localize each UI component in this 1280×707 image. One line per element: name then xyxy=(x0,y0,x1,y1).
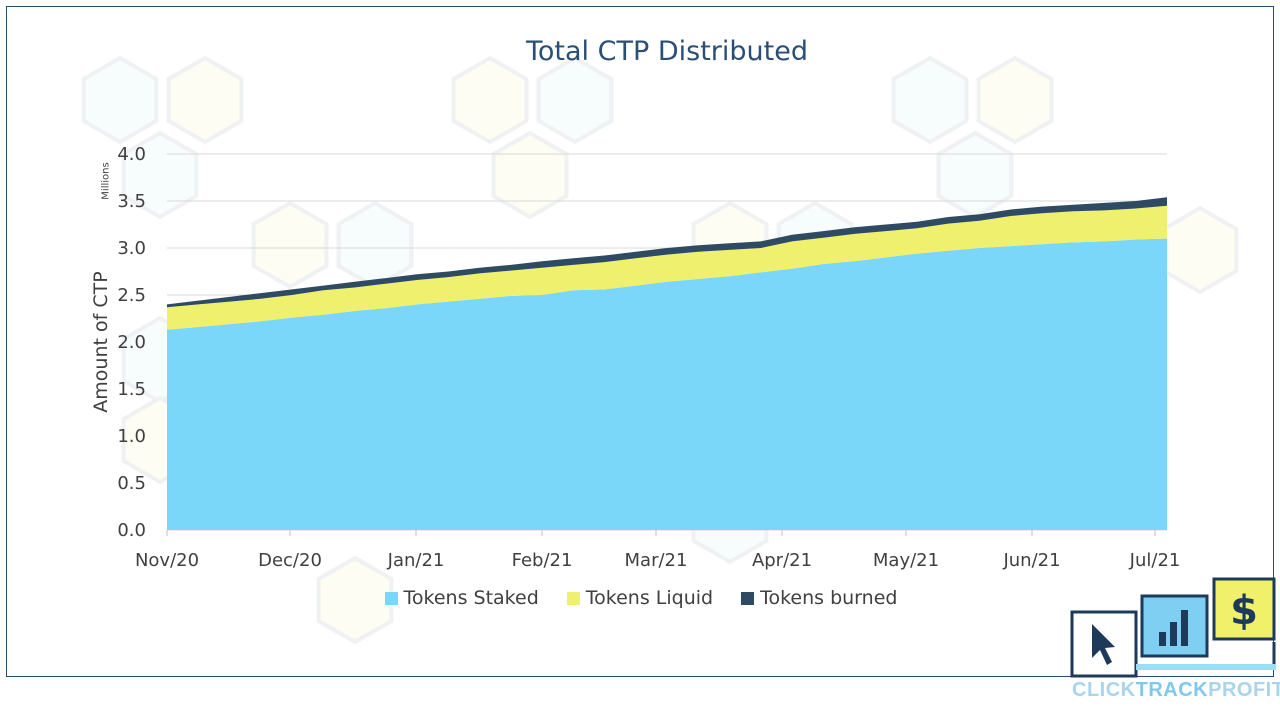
x-tick-label: Dec/20 xyxy=(258,550,322,571)
chart-title: Total CTP Distributed xyxy=(526,36,808,67)
y-tick-label: 0.5 xyxy=(117,473,146,494)
y-tick-label: 3.0 xyxy=(117,238,146,259)
watermark-hexagon xyxy=(451,55,529,145)
watermark-hexagon xyxy=(491,130,569,220)
x-axis-ticks: Nov/20 Dec/20 Jan/21 Feb/21 Mar/21 Apr/21 May/… xyxy=(135,530,1180,571)
area-tokens-liquid xyxy=(167,205,1167,330)
cursor-icon xyxy=(1092,624,1115,665)
x-tick-label: Feb/21 xyxy=(512,550,573,571)
area-series xyxy=(167,197,1167,530)
watermark-hexagon xyxy=(166,55,244,145)
legend-item-burned: Tokens burned xyxy=(741,587,897,609)
watermark-hexagon xyxy=(976,55,1054,145)
area-tokens-burned xyxy=(167,197,1167,308)
x-tick-label: Nov/20 xyxy=(135,550,199,571)
brand-track: TRACK xyxy=(1135,679,1209,701)
watermark-hexagon xyxy=(251,200,329,290)
watermark-hexagon xyxy=(1161,205,1239,295)
brand-logo-text: CLICKTRACKPROFIT xyxy=(1072,678,1280,702)
x-tick-label: Apr/21 xyxy=(752,550,812,571)
watermark-hexagon xyxy=(81,55,159,145)
y-tick-label: 4.0 xyxy=(117,144,146,165)
dollar-icon: $ xyxy=(1230,588,1258,634)
legend-swatch-burned xyxy=(741,591,755,605)
y-axis-unit-label: Millions xyxy=(100,162,112,200)
watermark-hexagon xyxy=(891,55,969,145)
watermark-hexagon xyxy=(536,55,614,145)
legend-label-staked: Tokens Staked xyxy=(403,587,539,609)
legend: Tokens Staked Tokens Liquid Tokens burne… xyxy=(0,587,1280,609)
watermark-hexagon xyxy=(936,130,1014,220)
bar-chart-icon xyxy=(1159,610,1188,646)
y-tick-label: 3.5 xyxy=(117,191,146,212)
x-tick-label: May/21 xyxy=(873,550,939,571)
legend-label-burned: Tokens burned xyxy=(760,587,898,609)
x-tick-label: Mar/21 xyxy=(625,550,688,571)
brand-logo: $ xyxy=(1070,577,1276,678)
brand-profit: PROFIT xyxy=(1208,679,1280,701)
y-tick-label: 1.5 xyxy=(117,379,146,400)
x-tick-label: Jul/21 xyxy=(1129,550,1181,571)
y-tick-label: 2.5 xyxy=(117,285,146,306)
y-tick-label: 1.0 xyxy=(117,426,146,447)
legend-item-liquid: Tokens Liquid xyxy=(566,587,714,609)
y-axis-label: Amount of CTP xyxy=(90,271,112,413)
legend-item-staked: Tokens Staked xyxy=(384,587,539,609)
y-axis-ticks: 0.0 0.5 1.0 1.5 2.0 2.5 3.0 3.5 4.0 xyxy=(117,144,146,541)
y-tick-label: 0.0 xyxy=(117,520,146,541)
watermark-hexagon xyxy=(336,200,414,290)
legend-swatch-liquid xyxy=(566,591,580,605)
watermark-hexagon xyxy=(316,555,394,645)
legend-label-liquid: Tokens Liquid xyxy=(585,587,714,609)
brand-click: CLICK xyxy=(1072,679,1136,701)
y-tick-label: 2.0 xyxy=(117,332,146,353)
x-tick-label: Jun/21 xyxy=(1002,550,1060,571)
x-tick-label: Jan/21 xyxy=(387,550,445,571)
area-tokens-staked xyxy=(167,238,1167,530)
legend-swatch-staked xyxy=(384,591,398,605)
